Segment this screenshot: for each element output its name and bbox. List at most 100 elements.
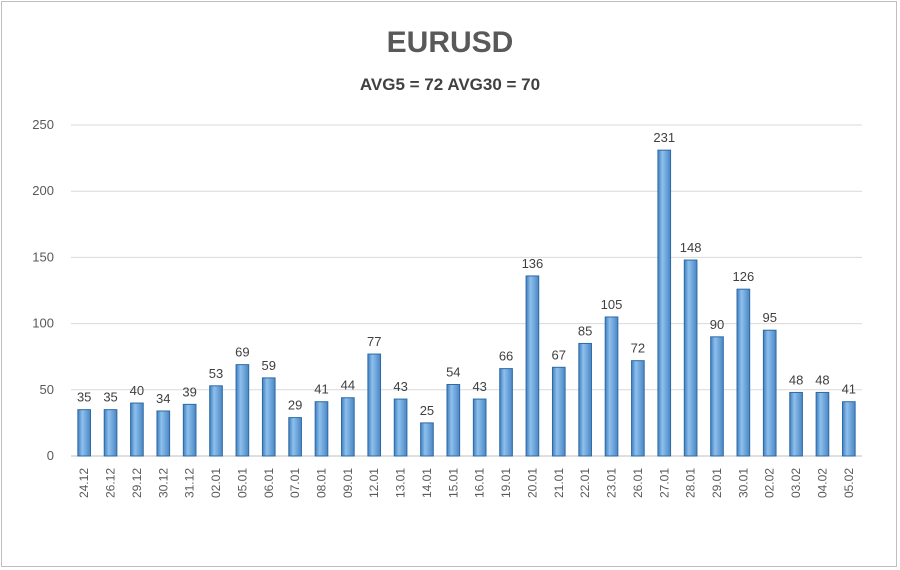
data-label: 54 xyxy=(446,365,460,380)
data-label: 85 xyxy=(578,323,592,338)
x-tick-label: 22.01 xyxy=(578,468,592,498)
bar xyxy=(683,259,698,457)
data-label: 231 xyxy=(653,130,675,145)
x-tick-label: 02.02 xyxy=(763,468,777,498)
x-axis: 24.12 26.12 29.12 30.12 31.12 02.01 05.01 06.01… xyxy=(77,468,856,498)
bar xyxy=(499,368,513,457)
data-label: 77 xyxy=(367,334,381,349)
x-tick-label: 06.01 xyxy=(262,468,276,498)
y-tick-label: 150 xyxy=(32,249,54,264)
x-tick-label: 04.02 xyxy=(815,468,829,498)
bar xyxy=(77,409,92,457)
data-label: 59 xyxy=(262,358,276,373)
x-tick-label: 14.01 xyxy=(420,468,434,498)
data-label: 44 xyxy=(341,378,355,393)
bar xyxy=(367,353,382,457)
data-label: 105 xyxy=(601,297,623,312)
data-label: 48 xyxy=(815,372,829,387)
bar xyxy=(551,366,566,457)
x-tick-label: 29.01 xyxy=(710,468,724,498)
bar xyxy=(420,422,434,457)
x-tick-label: 12.01 xyxy=(367,468,381,498)
x-tick-label: 28.01 xyxy=(684,468,698,498)
bar xyxy=(341,397,355,457)
data-label: 136 xyxy=(522,256,544,271)
bar xyxy=(182,403,197,457)
data-label: 90 xyxy=(710,317,724,332)
x-tick-label: 16.01 xyxy=(473,468,487,498)
data-label: 126 xyxy=(732,269,754,284)
x-tick-label: 03.02 xyxy=(789,468,803,498)
data-label: 69 xyxy=(235,345,249,360)
data-label: 72 xyxy=(631,341,645,356)
data-label: 43 xyxy=(393,379,407,394)
x-tick-label: 15.01 xyxy=(446,468,460,498)
y-tick-label: 250 xyxy=(32,117,54,132)
x-tick-label: 21.01 xyxy=(552,468,566,498)
bar xyxy=(209,385,223,457)
y-tick-label: 0 xyxy=(47,448,54,463)
data-label: 35 xyxy=(77,390,91,405)
chart-subtitle: AVG5 = 72 AVG30 = 70 xyxy=(359,75,541,94)
x-tick-label: 13.01 xyxy=(394,468,408,498)
data-label: 148 xyxy=(680,240,702,255)
bar xyxy=(156,410,171,457)
y-tick-label: 200 xyxy=(32,183,54,198)
bar xyxy=(841,401,856,457)
x-tick-label: 24.12 xyxy=(77,468,91,498)
chart-title: EURUSD xyxy=(386,26,514,59)
x-tick-label: 26.12 xyxy=(104,468,118,498)
bar xyxy=(261,377,276,457)
bar xyxy=(578,342,592,457)
data-label: 25 xyxy=(420,403,434,418)
x-tick-label: 02.01 xyxy=(209,468,223,498)
data-label: 48 xyxy=(789,372,803,387)
y-tick-label: 100 xyxy=(32,316,54,331)
bar xyxy=(789,391,803,457)
x-tick-label: 29.12 xyxy=(130,468,144,498)
x-tick-label: 09.01 xyxy=(341,468,355,498)
bar xyxy=(604,316,619,457)
data-label: 66 xyxy=(499,349,513,364)
x-tick-label: 23.01 xyxy=(605,468,619,498)
bar xyxy=(288,417,302,457)
bar xyxy=(815,391,830,457)
gridlines xyxy=(71,124,862,457)
x-tick-label: 30.12 xyxy=(156,468,170,498)
data-label: 67 xyxy=(552,347,566,362)
bar xyxy=(736,288,751,457)
bar xyxy=(130,402,144,457)
bars xyxy=(77,149,856,457)
data-label: 35 xyxy=(103,390,117,405)
bar xyxy=(103,409,118,457)
bar xyxy=(762,329,777,457)
data-label: 29 xyxy=(288,398,302,413)
bar xyxy=(314,401,329,457)
x-tick-label: 05.01 xyxy=(235,468,249,498)
bar xyxy=(472,398,487,457)
data-label: 40 xyxy=(130,383,144,398)
x-tick-label: 07.01 xyxy=(288,468,302,498)
bar xyxy=(525,275,540,457)
bar xyxy=(657,149,672,457)
y-tick-label: 50 xyxy=(40,382,54,397)
data-label: 43 xyxy=(472,379,486,394)
bar xyxy=(446,384,461,457)
x-tick-label: 19.01 xyxy=(499,468,513,498)
data-label: 34 xyxy=(156,391,170,406)
x-tick-label: 27.01 xyxy=(657,468,671,498)
bar xyxy=(235,364,250,457)
data-label: 39 xyxy=(182,384,196,399)
data-label: 41 xyxy=(842,382,856,397)
bar xyxy=(631,360,645,457)
data-label: 53 xyxy=(209,366,223,381)
x-tick-label: 31.12 xyxy=(183,468,197,498)
data-label: 41 xyxy=(314,382,328,397)
data-label: 95 xyxy=(762,310,776,325)
data-labels: 35 35 40 34 39 53 69 59 29 41 44 77 43 25 54 43 66 136 67 8… xyxy=(77,130,856,418)
bar xyxy=(393,398,408,457)
x-tick-label: 30.01 xyxy=(736,468,750,498)
x-tick-label: 05.02 xyxy=(842,468,856,498)
